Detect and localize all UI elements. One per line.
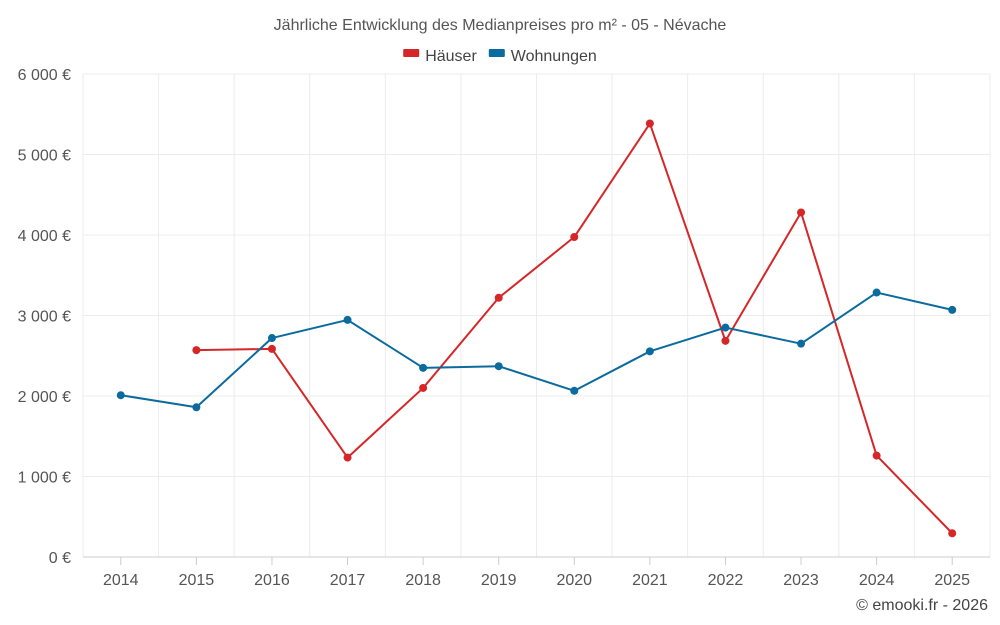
x-tick-label: 2022 — [708, 572, 744, 589]
data-point[interactable] — [570, 386, 579, 395]
x-tick-label: 2017 — [330, 572, 366, 589]
y-tick-label: 5 000 € — [18, 148, 71, 165]
data-point[interactable] — [116, 391, 125, 400]
y-tick-label: 0 € — [49, 550, 71, 567]
credit-text: © emooki.fr - 2026 — [856, 597, 988, 614]
x-tick-label: 2018 — [405, 572, 441, 589]
y-tick-label: 4 000 € — [18, 228, 71, 245]
data-point[interactable] — [872, 288, 881, 297]
data-point[interactable] — [419, 383, 428, 392]
grid-layer — [82, 73, 991, 557]
chart-title: Jährliche Entwicklung des Medianpreises … — [274, 17, 727, 34]
data-point[interactable] — [645, 119, 654, 128]
x-tick-label: 2014 — [103, 572, 139, 589]
data-point[interactable] — [267, 344, 276, 353]
x-tick-label: 2023 — [783, 572, 819, 589]
data-point[interactable] — [192, 403, 201, 412]
legend: Häuser Wohnungen — [403, 48, 597, 65]
data-point[interactable] — [797, 339, 806, 348]
series-wohnungen — [116, 288, 957, 412]
data-point[interactable] — [570, 233, 579, 242]
data-point[interactable] — [192, 346, 201, 355]
x-tick-label: 2025 — [934, 572, 970, 589]
data-point[interactable] — [797, 208, 806, 217]
data-point[interactable] — [494, 362, 503, 371]
x-tick-label: 2024 — [859, 572, 895, 589]
data-point[interactable] — [343, 315, 352, 324]
data-point[interactable] — [948, 305, 957, 314]
data-point[interactable] — [948, 529, 957, 538]
legend-label: Wohnungen — [511, 48, 597, 65]
series-layer — [116, 119, 957, 538]
y-tick-label: 1 000 € — [18, 470, 71, 487]
data-point[interactable] — [645, 347, 654, 356]
data-point[interactable] — [494, 293, 503, 302]
data-point[interactable] — [872, 451, 881, 460]
y-tick-label: 6 000 € — [18, 67, 71, 84]
x-tick-label: 2021 — [632, 572, 668, 589]
data-point[interactable] — [721, 336, 730, 345]
y-tick-label: 2 000 € — [18, 389, 71, 406]
data-point[interactable] — [721, 323, 730, 332]
legend-item[interactable]: Wohnungen — [488, 48, 597, 65]
x-tick-label: 2019 — [481, 572, 517, 589]
x-tick-label: 2015 — [179, 572, 215, 589]
x-tick-label: 2020 — [556, 572, 592, 589]
legend-label: Häuser — [425, 48, 477, 65]
y-tick-label: 3 000 € — [18, 309, 71, 326]
data-point[interactable] — [343, 453, 352, 462]
legend-item[interactable]: Häuser — [403, 48, 477, 65]
legend-swatch — [403, 49, 420, 57]
legend-swatch — [488, 49, 505, 57]
x-tick-label: 2016 — [254, 572, 290, 589]
axis-layer: 0 € 1 000 € 2 000 € 3 000 € 4 000 € 5 000 € 6 … — [18, 67, 990, 589]
data-point[interactable] — [267, 334, 276, 343]
data-point[interactable] — [419, 363, 428, 372]
series-line — [120, 291, 953, 409]
series-haeuser — [192, 119, 957, 538]
